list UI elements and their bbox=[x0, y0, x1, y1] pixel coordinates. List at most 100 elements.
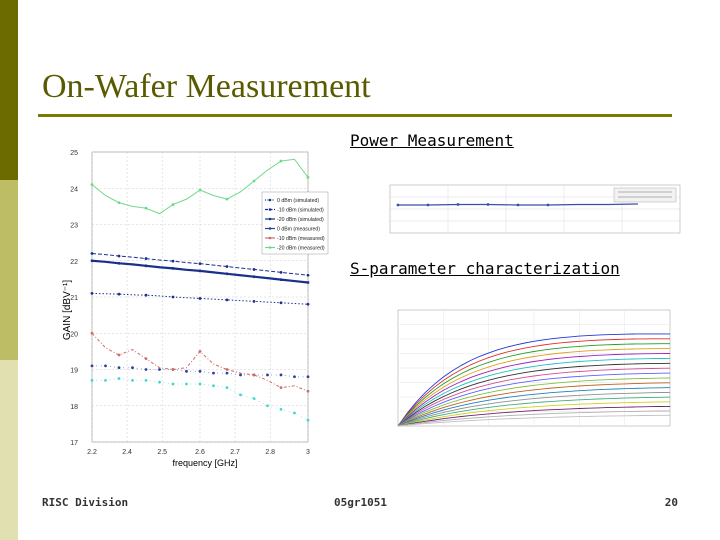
gain-data-point bbox=[198, 369, 202, 373]
gain-y-tick-label: 24 bbox=[70, 186, 78, 193]
gain-data-point bbox=[306, 302, 310, 306]
sparam-curve bbox=[397, 357, 671, 427]
gain-data-point bbox=[293, 411, 296, 415]
gain-data-point bbox=[212, 384, 215, 388]
gain-x-tick-label: 2.6 bbox=[195, 449, 205, 456]
gain-data-point bbox=[90, 259, 94, 263]
footer-division: RISC Division bbox=[42, 496, 129, 509]
gain-data-point bbox=[90, 291, 94, 295]
gain-y-tick-label: 23 bbox=[70, 223, 78, 230]
gain-y-tick-label: 21 bbox=[70, 295, 78, 302]
gain-data-point bbox=[225, 371, 229, 375]
gain-data-point bbox=[185, 369, 188, 373]
gain-data-point bbox=[144, 206, 148, 210]
gain-data-point bbox=[90, 252, 94, 255]
gain-data-point bbox=[171, 382, 175, 386]
gain-data-point bbox=[117, 353, 121, 357]
gain-data-point bbox=[306, 418, 310, 422]
sparameter-thumbnail bbox=[397, 309, 671, 427]
gain-series-line bbox=[91, 292, 309, 305]
gain-data-point bbox=[225, 265, 229, 268]
gain-data-point bbox=[225, 298, 229, 302]
gain-data-point bbox=[306, 389, 310, 393]
gain-legend-label: -10 dBm (simulated) bbox=[277, 208, 324, 214]
gain-ticks: 17 18 19 20 21 22 23 24 25 2.2 2.4 2.5 2.6 2.7 2.8 3 bbox=[70, 150, 310, 456]
gain-data-point bbox=[144, 293, 148, 297]
sparam-curve bbox=[397, 396, 671, 427]
gain-data-point bbox=[171, 368, 175, 371]
sidebar-band-mid bbox=[0, 180, 18, 360]
sparam-curve bbox=[397, 391, 671, 427]
gain-legend: 0 dBm (simulated) -10 dBm (simulated) -20 … bbox=[261, 191, 329, 255]
sparam-curve bbox=[397, 405, 671, 427]
gain-legend-label: 0 dBm (simulated) bbox=[277, 198, 319, 204]
gain-data-point bbox=[171, 203, 175, 206]
gain-data-point bbox=[117, 292, 121, 296]
gain-data-point bbox=[144, 378, 148, 382]
gain-data-point bbox=[306, 273, 310, 277]
gain-legend-label: -10 dBm (measured) bbox=[277, 236, 325, 242]
gain-data-point bbox=[279, 278, 283, 281]
gain-data-point bbox=[144, 368, 148, 371]
gain-data-point bbox=[279, 270, 283, 274]
gain-data-point bbox=[293, 375, 296, 379]
gain-y-tick-label: 18 bbox=[70, 404, 78, 411]
gain-data-point bbox=[90, 331, 94, 335]
sparam-curve bbox=[397, 367, 671, 427]
sparam-curve bbox=[397, 382, 671, 427]
gain-x-tick-label: 2.7 bbox=[230, 449, 240, 456]
gain-data-point bbox=[90, 364, 94, 368]
gain-data-point bbox=[279, 159, 283, 163]
sparam-curve bbox=[397, 372, 671, 427]
gain-data-point bbox=[144, 264, 148, 268]
gain-x-tick-label: 3 bbox=[306, 449, 310, 456]
sparam-curve bbox=[397, 362, 671, 427]
gain-data-point bbox=[117, 366, 121, 370]
gain-data-point bbox=[279, 301, 283, 305]
sparam-curve bbox=[397, 338, 670, 427]
gain-data-point bbox=[279, 373, 283, 377]
gain-data-point bbox=[171, 295, 175, 299]
gain-legend-label: -20 dBm (measured) bbox=[277, 246, 325, 252]
title-rule bbox=[38, 114, 672, 117]
sparam-curves bbox=[397, 333, 671, 427]
gain-data-point bbox=[252, 179, 256, 183]
gain-data-point bbox=[306, 281, 310, 284]
gain-data-point bbox=[90, 183, 94, 187]
gain-x-tick-label: 2.2 bbox=[87, 449, 97, 456]
thumb-markers bbox=[396, 203, 550, 207]
gain-data-point bbox=[252, 397, 256, 400]
gain-data-point bbox=[239, 393, 242, 397]
sparameter-label: S-parameter characterization bbox=[350, 259, 620, 278]
power-measurement-label: Power Measurement bbox=[350, 131, 514, 150]
gain-y-tick-label: 20 bbox=[70, 331, 78, 338]
gain-data-point bbox=[117, 377, 121, 380]
gain-data-point bbox=[225, 386, 229, 390]
gain-data-point bbox=[252, 373, 256, 377]
sparam-curve bbox=[397, 343, 670, 427]
gain-data-point bbox=[117, 201, 121, 205]
gain-y-tick-label: 25 bbox=[70, 150, 78, 157]
gain-data-point bbox=[144, 257, 148, 260]
thumb-legend bbox=[613, 187, 677, 203]
gain-data-point bbox=[266, 404, 269, 408]
gain-data-point bbox=[279, 407, 283, 411]
slide-title: On-Wafer Measurement bbox=[42, 68, 371, 105]
gain-data-point bbox=[225, 272, 229, 276]
sparam-curve bbox=[397, 348, 670, 427]
sparam-curve bbox=[397, 377, 671, 427]
gain-x-tick-label: 2.8 bbox=[265, 449, 275, 456]
sparam-curve bbox=[397, 401, 671, 427]
gain-data-point bbox=[117, 254, 121, 258]
gain-data-point bbox=[131, 378, 134, 382]
gain-legend-label: -20 dBm (simulated) bbox=[277, 217, 324, 223]
gain-data-point bbox=[117, 261, 121, 265]
gain-legend-marker bbox=[268, 198, 272, 202]
gain-data-point bbox=[306, 375, 310, 379]
gain-legend-box bbox=[261, 191, 329, 255]
gain-data-point bbox=[158, 380, 161, 384]
gain-data-point bbox=[212, 371, 215, 375]
sparam-curve bbox=[397, 353, 671, 427]
gain-data-point bbox=[252, 275, 256, 279]
gain-data-point bbox=[306, 175, 310, 179]
